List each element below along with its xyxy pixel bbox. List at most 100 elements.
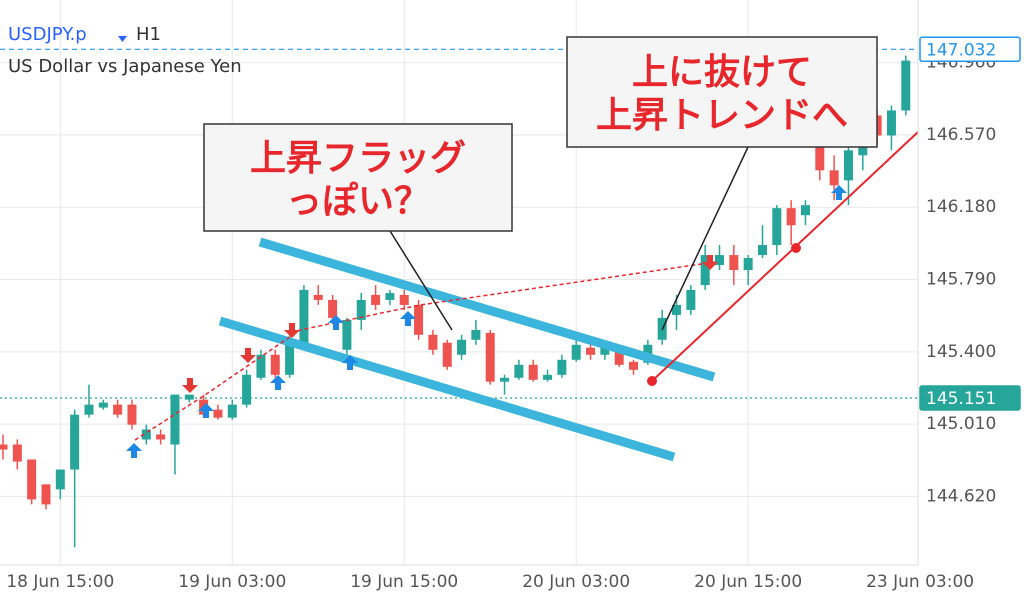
y-tick-label: 146.570: [926, 125, 996, 145]
candle-body: [184, 394, 194, 400]
callout: 上に抜けて 上昇トレンドへ: [566, 36, 878, 331]
y-tick-label: 145.010: [926, 414, 996, 434]
candle-body: [700, 255, 710, 286]
candle-body: [399, 294, 409, 305]
candle-body: [514, 364, 524, 378]
candle-body: [614, 349, 624, 365]
axes: 144.620 145.010 145.400 145.790 146.180 146.5…: [6, 36, 1021, 592]
callout-text: 上に抜けて: [632, 52, 812, 93]
candle-body: [0, 444, 8, 450]
candle-body: [800, 205, 810, 216]
drawings: [126, 131, 919, 462]
candle-body: [442, 342, 452, 367]
callout: 上昇フラッグ っぽい？: [203, 123, 513, 331]
callout-box: [566, 36, 878, 148]
pointer: [661, 146, 749, 331]
candle-body: [843, 150, 853, 181]
candle-body: [299, 289, 309, 345]
x-tick-label: 20 Jun 15:00: [694, 572, 802, 592]
callout-text: 上昇トレンドへ: [596, 95, 848, 136]
candle-body: [772, 208, 782, 246]
trend-line: [651, 131, 919, 382]
candle-body: [170, 394, 180, 445]
price-label-box: [919, 36, 1021, 63]
y-tick-label: 145.790: [926, 270, 996, 290]
candle-body: [12, 444, 22, 462]
candle-body: [571, 344, 581, 360]
candle-body: [84, 404, 94, 415]
point: [791, 243, 801, 253]
candle-body: [471, 329, 481, 340]
candle-body: [41, 484, 51, 505]
candle-body: [270, 354, 280, 375]
candle-body: [213, 409, 223, 418]
price-label: 145.151: [926, 389, 996, 409]
candle-body: [141, 429, 151, 440]
candle-body: [858, 145, 868, 156]
candle-body: [786, 208, 796, 226]
x-tick-label: 23 Jun 03:00: [866, 572, 974, 592]
candle-body: [629, 361, 639, 370]
candle-body: [500, 377, 510, 382]
y-tick-label: 145.400: [926, 342, 996, 362]
candle-body: [586, 347, 596, 355]
candle-body: [385, 293, 395, 300]
x-tick-label: 19 Jun 03:00: [178, 572, 286, 592]
candle-body: [815, 140, 825, 171]
price-label-box: [919, 385, 1021, 411]
candle-body: [328, 299, 338, 318]
candle-body: [886, 110, 896, 136]
candle-body: [829, 170, 839, 186]
candle-body: [27, 459, 37, 500]
candle-body: [285, 339, 295, 375]
candle-body: [356, 299, 366, 320]
callout-text: っぽい？: [286, 180, 430, 222]
price-label: 147.032: [926, 40, 996, 60]
candle-body: [227, 404, 237, 418]
candle-body: [543, 374, 553, 380]
sell-arrows: [182, 255, 718, 393]
candle-body: [457, 339, 467, 355]
dropdown-icon[interactable]: [118, 36, 127, 42]
candle-body: [242, 374, 252, 405]
symbol: USDJPY.p: [8, 24, 87, 45]
header: USDJPY.p H1 US Dollar vs Japanese Yen: [8, 24, 242, 77]
channel-line: [258, 237, 716, 382]
candle-body: [686, 289, 696, 310]
pointer: [389, 230, 453, 331]
candle-body: [98, 402, 108, 408]
point: [647, 376, 657, 386]
buy-arrows: [126, 185, 847, 458]
candle-body: [600, 347, 610, 355]
candle-body: [342, 319, 352, 350]
x-tick-label: 20 Jun 03:00: [522, 572, 630, 592]
candle-body: [757, 245, 767, 256]
candle-body: [113, 404, 123, 415]
candle-body: [729, 255, 739, 271]
candle-body: [428, 334, 438, 350]
timeframe: H1: [136, 24, 161, 45]
candle-body: [127, 404, 137, 425]
callout-box: [203, 123, 513, 232]
candle-body: [557, 359, 567, 375]
candle-body: [715, 255, 724, 266]
axis-bg: [918, 0, 1024, 597]
candle-body: [414, 304, 424, 335]
subtitle: US Dollar vs Japanese Yen: [8, 56, 242, 77]
candle-body: [313, 294, 323, 300]
candle-body: [55, 469, 65, 490]
callout-text: 上昇フラッグ: [250, 138, 466, 179]
candle-body: [743, 258, 753, 271]
candle-body: [672, 304, 682, 315]
candle-body: [256, 354, 266, 378]
channel-line: [218, 316, 676, 462]
candle-body: [156, 434, 166, 440]
y-tick-label: 144.620: [926, 486, 996, 506]
candle-body: [371, 294, 381, 305]
candle-body: [70, 414, 80, 470]
y-tick-label: 146.180: [926, 197, 996, 217]
candle-body: [901, 60, 911, 111]
x-tick-label: 19 Jun 15:00: [350, 572, 458, 592]
x-tick-label: 18 Jun 15:00: [6, 572, 114, 592]
